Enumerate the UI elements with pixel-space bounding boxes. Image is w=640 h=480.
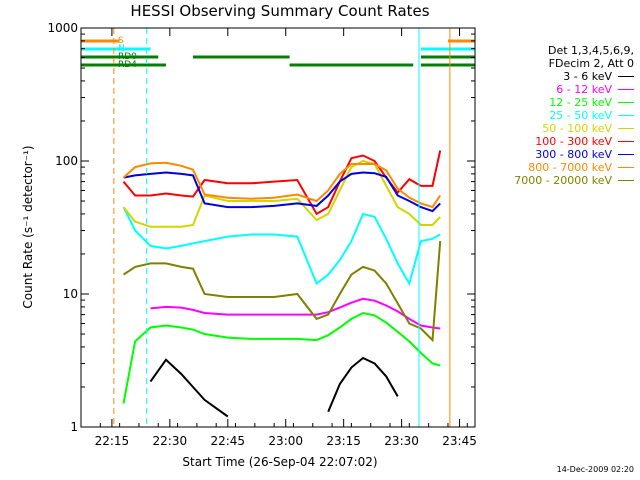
series-line: [149, 358, 229, 418]
x-axis-label: Start Time (26-Sep-04 22:07:02): [182, 455, 378, 469]
flag-label: RD0: [118, 52, 137, 62]
legend-entry-label: 3 - 6 keV: [563, 70, 612, 83]
legend-entry: 800 - 7000 keV: [494, 161, 634, 174]
legend-entry-label: 50 - 100 keV: [542, 122, 612, 135]
y-tick-label: 1: [70, 420, 78, 434]
legend-entry-label: 25 - 50 keV: [549, 109, 612, 122]
legend-swatch: [618, 89, 634, 90]
series-line: [122, 159, 441, 228]
legend: Det 1,3,4,5,6,9, FDecim 2, Att 0 3 - 6 k…: [494, 44, 634, 187]
legend-entry: 300 - 800 keV: [494, 148, 634, 161]
vertical-markers: [80, 28, 476, 427]
y-tick-label: 100: [55, 154, 78, 168]
series-line: [122, 206, 441, 287]
legend-entry-label: 100 - 300 keV: [535, 135, 612, 148]
x-tick-label: 23:45: [442, 434, 477, 448]
series-line: [122, 311, 441, 404]
legend-entry-label: 6 - 12 keV: [556, 83, 612, 96]
series-line: [122, 161, 442, 209]
plot-marks: [122, 150, 442, 418]
y-tick-label: 10: [63, 287, 78, 301]
legend-swatch: [618, 128, 634, 129]
x-tick-label: 22:30: [153, 434, 188, 448]
y-tick-label: 1000: [47, 21, 78, 35]
legend-entry-label: 800 - 7000 keV: [528, 161, 612, 174]
legend-entry: 7000 - 20000 keV: [494, 174, 634, 187]
series-line: [122, 241, 442, 343]
legend-entry: 50 - 100 keV: [494, 122, 634, 135]
legend-entries: 3 - 6 keV 6 - 12 keV 12 - 25 keV 25 - 50 ke…: [494, 70, 634, 187]
legend-header-line: FDecim 2, Att 0: [548, 57, 634, 70]
legend-swatch: [618, 115, 634, 116]
plot-frame: [80, 27, 476, 428]
legend-entry: 6 - 12 keV: [494, 83, 634, 96]
chart-title: HESSI Observing Summary Count Rates: [130, 2, 430, 20]
legend-entry-label: 300 - 800 keV: [535, 148, 612, 161]
legend-entry-label: 12 - 25 keV: [549, 96, 612, 109]
legend-entry-label: 7000 - 20000 keV: [514, 174, 612, 187]
legend-entry: 100 - 300 keV: [494, 135, 634, 148]
legend-entry: 12 - 25 keV: [494, 96, 634, 109]
x-tick-label: 23:30: [384, 434, 419, 448]
flag-label: S: [118, 36, 124, 46]
x-tick-label: 22:15: [95, 434, 130, 448]
series-line: [122, 150, 442, 216]
legend-swatch: [618, 167, 634, 168]
flag-label: N: [118, 44, 125, 54]
legend-swatch: [618, 141, 634, 142]
legend-swatch: [618, 180, 634, 181]
legend-entry: 3 - 6 keV: [494, 70, 634, 83]
timestamp-footer: 14-Dec-2009 02:20: [556, 465, 634, 474]
legend-entry: 25 - 50 keV: [494, 109, 634, 122]
y-axis-label: Count Rate (s⁻¹ detector⁻¹): [21, 145, 35, 309]
legend-header-line: Det 1,3,4,5,6,9,: [547, 44, 634, 57]
legend-swatch: [618, 76, 634, 77]
legend-swatch: [618, 102, 634, 103]
x-tick-label: 23:00: [268, 434, 303, 448]
x-tick-label: 23:15: [326, 434, 361, 448]
legend-swatch: [618, 154, 634, 155]
x-tick-label: 22:45: [210, 434, 245, 448]
series-line: [327, 356, 399, 413]
axes: 22:15 22:30 22:45 23:00 23:15 23:30 23:45 1 10 10…: [47, 21, 476, 448]
flag-label: RD4: [118, 60, 137, 70]
series-line: [123, 171, 441, 213]
